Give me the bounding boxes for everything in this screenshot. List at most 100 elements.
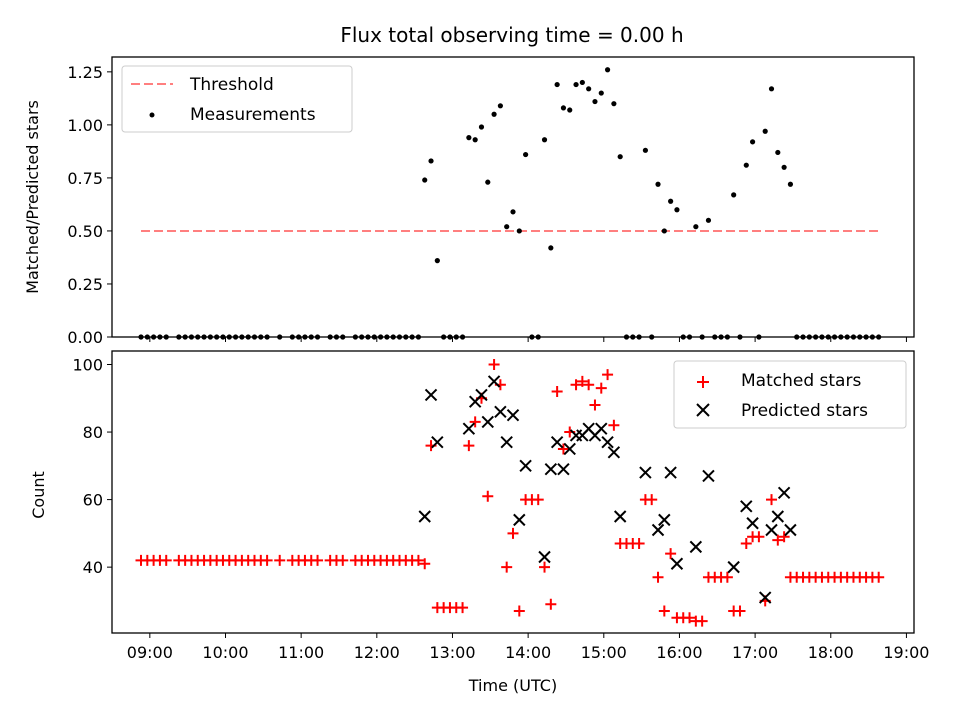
measurement-point	[554, 81, 560, 88]
predicted-star-point	[487, 375, 501, 388]
matched-star-point	[652, 571, 664, 583]
measurement-point	[485, 179, 491, 185]
measurement-point	[422, 177, 428, 183]
predicted-star-point	[506, 408, 520, 422]
predicted-star-point	[777, 486, 791, 500]
predicted-star-point	[595, 422, 608, 435]
matched-star-point	[576, 375, 588, 387]
measurement-point	[504, 224, 510, 230]
measurement-point	[661, 228, 667, 234]
predicted-stars-legend-label: Predicted stars	[741, 401, 868, 421]
bottom-x-tick-label: 16:00	[656, 643, 702, 662]
measurement-point	[491, 111, 497, 117]
measurement-point	[428, 158, 434, 164]
matched-star-point	[412, 554, 424, 566]
matched-star-point	[734, 605, 746, 617]
matched-star-point	[532, 494, 544, 506]
matched-star-point	[312, 554, 324, 566]
bottom-x-tick-label: 14:00	[505, 643, 551, 662]
matched-star-point	[274, 554, 286, 566]
bottom-x-tick-label: 15:00	[581, 643, 627, 662]
predicted-star-point	[765, 523, 778, 537]
threshold-legend-label: Threshold	[189, 75, 274, 95]
measurement-point	[573, 81, 579, 88]
measurement-point	[598, 90, 604, 96]
measurement-point	[705, 217, 712, 223]
top-y-tick-label: 0.00	[67, 328, 103, 347]
predicted-star-point	[462, 422, 476, 435]
measurement-point	[579, 79, 585, 86]
measurement-point	[693, 224, 699, 230]
matched-star-point	[261, 554, 273, 566]
matched-star-point	[507, 527, 519, 539]
top-legend-box	[121, 65, 353, 133]
predicted-star-point	[557, 462, 570, 476]
bottom-x-axis-label: Time (UTC)	[468, 676, 557, 695]
top-y-tick-label: 0.75	[67, 169, 103, 188]
matched-star-point	[469, 416, 481, 428]
measurement-point	[516, 228, 522, 234]
measurement-point	[655, 181, 661, 187]
top-legend: Threshold Measurements	[121, 65, 353, 133]
measurements-legend-label: Measurements	[190, 105, 316, 125]
measurements-legend-swatch	[149, 112, 155, 118]
predicted-star-point	[613, 510, 627, 523]
bottom-panel: Count Time (UTC) 40 60 80 100 09:00 10:00 11:…	[29, 350, 929, 695]
measurement-point	[743, 162, 749, 168]
measurement-point	[497, 103, 503, 109]
top-panel-title: Flux total observing time = 0.00 h	[340, 23, 683, 47]
matched-star-point	[539, 561, 551, 573]
measurement-point	[523, 151, 529, 158]
bottom-x-tick-label: 10:00	[202, 643, 248, 662]
measurement-point	[731, 192, 737, 198]
bottom-x-tick-label: 13:00	[429, 643, 475, 662]
predicted-star-point	[664, 466, 677, 479]
measurement-point	[472, 137, 478, 143]
top-y-tick-label: 1.25	[67, 63, 103, 82]
measurement-point	[592, 98, 598, 105]
predicted-star-point	[475, 388, 488, 402]
predicted-star-point	[670, 557, 684, 570]
matched-star-point	[772, 534, 784, 546]
bottom-plot-area	[135, 359, 885, 627]
top-y-axis-label: Matched/Predicted stars	[23, 100, 42, 294]
bottom-y-axis-label: Count	[29, 471, 48, 519]
bottom-legend: Matched stars Predicted stars	[673, 360, 907, 429]
bottom-y-tick-label: 80	[83, 423, 103, 442]
predicted-stars-legend-swatch	[696, 403, 710, 417]
matched-stars-legend-swatch	[697, 376, 709, 388]
matched-star-point	[583, 379, 595, 391]
bottom-x-tick-label: 19:00	[883, 643, 929, 662]
bottom-legend-box	[673, 360, 907, 429]
matched-star-point	[488, 359, 500, 371]
bottom-y-tick-label: 40	[83, 558, 103, 577]
measurement-point	[611, 101, 617, 107]
bottom-x-tick-label: 12:00	[354, 643, 400, 662]
matched-star-point	[602, 369, 614, 381]
matched-star-point	[696, 615, 708, 627]
predicted-star-point	[494, 405, 507, 418]
predicted-star-point	[689, 540, 703, 554]
matched-star-point	[513, 605, 525, 617]
measurement-point	[560, 105, 567, 111]
bottom-x-tick-label: 11:00	[278, 643, 324, 662]
top-y-tick-label: 0.50	[67, 222, 103, 241]
measurement-point	[775, 149, 781, 156]
matched-star-point	[633, 538, 645, 550]
predicted-star-point	[758, 591, 772, 604]
top-panel: Flux total observing time = 0.00 h Match…	[23, 23, 915, 347]
measurement-point	[541, 137, 548, 143]
predicted-star-point	[639, 466, 652, 479]
predicted-star-point	[607, 446, 621, 459]
predicted-star-point	[418, 510, 431, 523]
predicted-star-point	[658, 513, 671, 527]
predicted-star-point	[481, 415, 494, 429]
matched-star-point	[570, 379, 582, 391]
matched-star-point	[589, 399, 601, 411]
matched-star-point	[740, 538, 752, 550]
predicted-star-point	[563, 442, 576, 456]
matched-star-point	[337, 554, 349, 566]
predicted-star-point	[431, 435, 444, 449]
predicted-star-point	[746, 517, 759, 530]
predicted-star-point	[519, 459, 532, 473]
